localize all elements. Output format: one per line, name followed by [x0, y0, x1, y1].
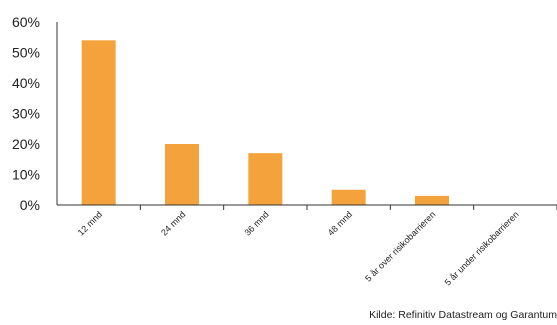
bar	[331, 189, 366, 205]
x-axis: 12 mnd 24 mnd 36 mnd 48 mnd 5 år over risiko…	[57, 204, 557, 288]
y-tick-label: 60%	[12, 14, 40, 30]
y-tick-label: 40%	[12, 75, 40, 91]
y-axis: 0% 10% 20% 30% 40% 50% 60%	[12, 14, 58, 213]
bar	[165, 144, 199, 205]
bar	[415, 195, 449, 205]
bar	[248, 153, 283, 205]
x-tick-label: 5 år over risikobarrieren	[363, 209, 437, 283]
bars	[81, 40, 449, 205]
x-tick-label: 48 mnd	[326, 209, 354, 237]
y-tick-label: 10%	[12, 167, 40, 183]
x-tick-label: 12 mnd	[76, 209, 104, 237]
x-tick-label: 24 mnd	[159, 209, 187, 237]
y-tick-label: 0%	[20, 197, 40, 213]
x-tick-label: 5 år under risikobarrieren	[443, 209, 521, 287]
source-note: Kilde: Refinitiv Datastream og Garantum	[369, 309, 557, 321]
y-tick-label: 30%	[12, 106, 40, 122]
y-tick-label: 20%	[12, 136, 40, 152]
x-tick-label: 36 mnd	[242, 209, 270, 237]
y-tick-label: 50%	[12, 45, 40, 61]
bar	[81, 40, 116, 205]
